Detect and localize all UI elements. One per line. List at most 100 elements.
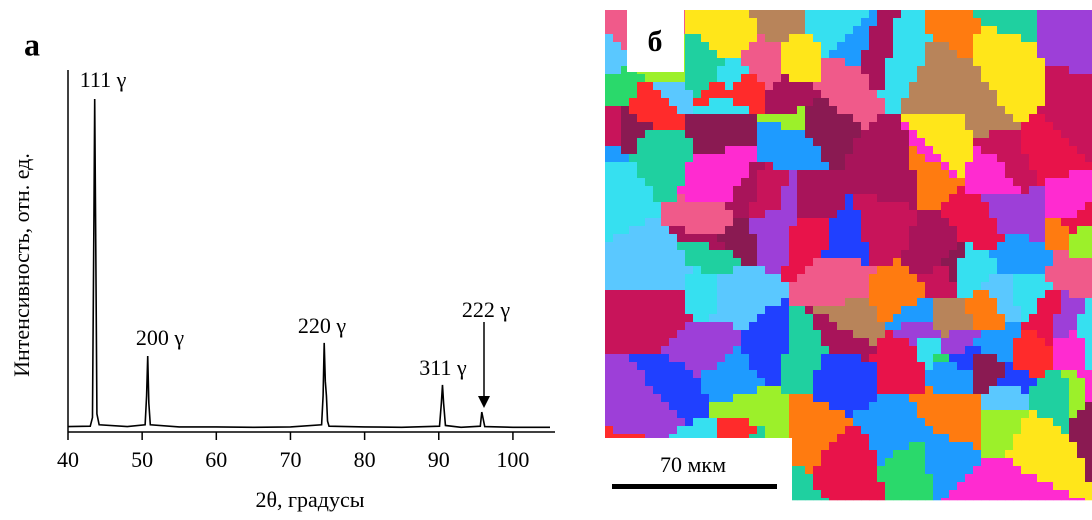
grain-pixel <box>797 162 805 170</box>
grain-pixel <box>749 362 757 370</box>
grain-pixel <box>893 378 901 386</box>
grain-pixel <box>861 138 869 146</box>
grain-pixel <box>877 178 885 186</box>
grain-pixel <box>693 314 701 322</box>
grain-pixel <box>893 386 901 394</box>
grain-pixel <box>693 146 701 154</box>
grain-pixel <box>1013 18 1021 26</box>
grain-pixel <box>805 322 813 330</box>
grain-pixel <box>989 402 997 410</box>
grain-pixel <box>941 346 949 354</box>
grain-pixel <box>677 298 685 306</box>
grain-pixel <box>989 362 997 370</box>
grain-pixel <box>981 194 989 202</box>
scale-bar <box>612 484 777 489</box>
grain-pixel <box>885 314 893 322</box>
grain-pixel <box>941 130 949 138</box>
grain-pixel <box>837 106 845 114</box>
grain-pixel <box>997 114 1005 122</box>
grain-pixel <box>997 450 1005 458</box>
grain-pixel <box>973 226 981 234</box>
grain-pixel <box>1077 82 1085 90</box>
grain-pixel <box>1061 386 1069 394</box>
grain-pixel <box>893 418 901 426</box>
grain-pixel <box>1085 298 1092 306</box>
grain-pixel <box>837 306 845 314</box>
grain-pixel <box>909 386 917 394</box>
grain-pixel <box>893 482 901 490</box>
grain-pixel <box>1013 90 1021 98</box>
grain-pixel <box>989 306 997 314</box>
grain-pixel <box>821 314 829 322</box>
grain-pixel <box>1077 266 1085 274</box>
grain-pixel <box>925 362 933 370</box>
grain-pixel <box>757 130 765 138</box>
grain-pixel <box>869 386 877 394</box>
grain-pixel <box>661 162 669 170</box>
grain-pixel <box>989 346 997 354</box>
grain-pixel <box>869 114 877 122</box>
grain-pixel <box>613 314 621 322</box>
grain-pixel <box>765 74 773 82</box>
grain-pixel <box>1069 490 1077 498</box>
grain-pixel <box>1069 82 1077 90</box>
grain-pixel <box>605 186 613 194</box>
grain-pixel <box>925 378 933 386</box>
grain-pixel <box>781 258 789 266</box>
grain-pixel <box>629 370 637 378</box>
grain-pixel <box>1045 210 1053 218</box>
grain-pixel <box>733 362 741 370</box>
grain-pixel <box>821 490 829 498</box>
grain-pixel <box>1077 42 1085 50</box>
grain-pixel <box>741 346 749 354</box>
grain-pixel <box>917 10 925 18</box>
grain-pixel <box>925 10 933 18</box>
grain-pixel <box>805 210 813 218</box>
grain-pixel <box>1037 114 1045 122</box>
grain-pixel <box>989 26 997 34</box>
grain-pixel <box>853 34 861 42</box>
grain-pixel <box>981 234 989 242</box>
grain-pixel <box>965 162 973 170</box>
grain-pixel <box>733 346 741 354</box>
grain-pixel <box>805 258 813 266</box>
grain-pixel <box>757 418 765 426</box>
grain-pixel <box>1061 354 1069 362</box>
grain-pixel <box>1045 18 1053 26</box>
grain-pixel <box>709 378 717 386</box>
grain-pixel <box>621 114 629 122</box>
grain-pixel <box>821 26 829 34</box>
grain-pixel <box>709 410 717 418</box>
grain-pixel <box>1077 314 1085 322</box>
grain-pixel <box>813 154 821 162</box>
grain-pixel <box>669 130 677 138</box>
grain-pixel <box>637 314 645 322</box>
grain-pixel <box>1077 426 1085 434</box>
grain-pixel <box>1077 210 1085 218</box>
grain-pixel <box>1037 450 1045 458</box>
grain-pixel <box>661 362 669 370</box>
grain-pixel <box>861 234 869 242</box>
grain-pixel <box>1045 154 1053 162</box>
grain-pixel <box>861 170 869 178</box>
grain-pixel <box>669 162 677 170</box>
grain-pixel <box>949 194 957 202</box>
grain-pixel <box>797 426 805 434</box>
grain-pixel <box>701 250 709 258</box>
grain-pixel <box>925 82 933 90</box>
grain-pixel <box>773 210 781 218</box>
grain-pixel <box>1085 18 1092 26</box>
grain-pixel <box>605 42 613 50</box>
grain-pixel <box>741 18 749 26</box>
grain-pixel <box>621 194 629 202</box>
grain-pixel <box>893 122 901 130</box>
grain-pixel <box>653 402 661 410</box>
grain-pixel <box>781 362 789 370</box>
grain-pixel <box>645 114 653 122</box>
grain-pixel <box>821 250 829 258</box>
grain-pixel <box>829 90 837 98</box>
grain-pixel <box>805 290 813 298</box>
grain-pixel <box>605 402 613 410</box>
grain-pixel <box>933 498 941 500</box>
grain-pixel <box>949 426 957 434</box>
